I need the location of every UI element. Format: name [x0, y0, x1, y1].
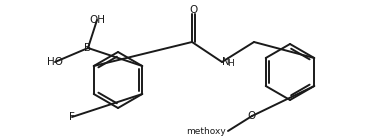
Text: B: B: [84, 43, 92, 53]
Text: F: F: [69, 112, 75, 122]
Text: H: H: [227, 59, 234, 68]
Text: O: O: [189, 5, 197, 15]
Text: N: N: [222, 57, 230, 67]
Text: OH: OH: [89, 15, 105, 25]
Text: HO: HO: [47, 57, 63, 67]
Text: methoxy: methoxy: [186, 127, 226, 136]
Text: O: O: [248, 111, 256, 121]
